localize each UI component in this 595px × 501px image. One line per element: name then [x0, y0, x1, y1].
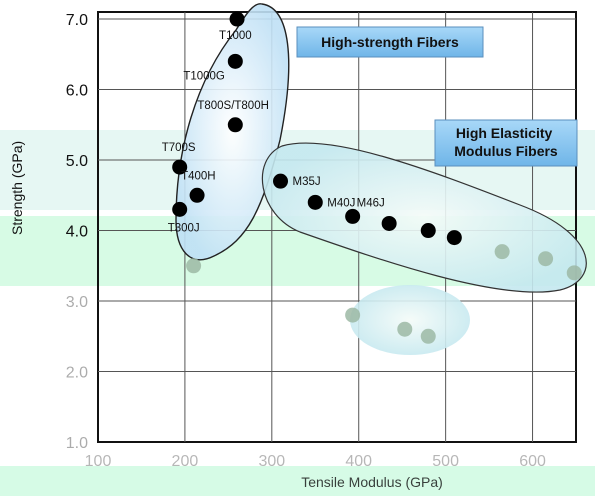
data-point	[227, 53, 243, 69]
point-label: T1000	[219, 30, 252, 42]
high-elasticity-line-1: High Elasticity	[456, 125, 553, 141]
high-strength-callout: High-strength Fibers	[296, 26, 484, 58]
tick-labels: 1.0 2.0 3.0 4.0 5.0 6.0 7.0 100 200 300 400 500 600	[66, 12, 546, 470]
low-strength-region	[350, 285, 470, 355]
data-point	[381, 215, 397, 231]
y-tick-label: 7.0	[66, 12, 88, 29]
data-point	[186, 258, 202, 274]
data-point	[566, 265, 582, 281]
point-label: T400H	[181, 170, 216, 182]
y-tick-label: 3.0	[66, 294, 88, 311]
data-points: T1000 T1000G T800S/T800H T700S T400H T300J M35…	[162, 11, 582, 344]
data-point	[189, 187, 205, 203]
x-tick-label: 500	[432, 453, 459, 470]
data-point	[420, 328, 436, 344]
high-strength-callout-box	[296, 26, 484, 58]
plot-area	[97, 11, 577, 443]
x-tick-label: 400	[345, 453, 372, 470]
y-tick-label: 1.0	[66, 435, 88, 452]
gridlines	[98, 12, 576, 442]
data-point	[420, 223, 436, 239]
point-label: M35J	[293, 176, 321, 188]
point-label: T300J	[168, 222, 200, 234]
data-point	[538, 251, 554, 267]
high-elasticity-callout-label: High Elasticity Modulus Fibers	[454, 125, 558, 159]
high-strength-callout-label: High-strength Fibers	[321, 34, 459, 50]
y-tick-label: 2.0	[66, 365, 88, 382]
data-point	[273, 173, 289, 189]
data-point	[494, 244, 510, 260]
plot-frame	[97, 11, 577, 443]
point-label: M40J	[327, 197, 355, 209]
y-axis-title: Strength (GPa)	[9, 141, 25, 235]
y-tick-label: 5.0	[66, 153, 88, 170]
data-point	[397, 321, 413, 337]
data-point	[307, 194, 323, 210]
point-label: M46J	[357, 197, 385, 209]
data-point	[345, 208, 361, 224]
data-point	[227, 117, 243, 133]
wash-band-bottom	[0, 466, 595, 496]
high-elasticity-callout-box	[434, 119, 578, 167]
data-point	[229, 11, 245, 27]
high-elasticity-callout: High Elasticity Modulus Fibers	[434, 119, 578, 167]
y-tick-label: 4.0	[66, 224, 88, 241]
point-label: T800S/T800H	[197, 100, 269, 112]
y-tick-label: 6.0	[66, 83, 88, 100]
x-tick-label: 600	[519, 453, 546, 470]
x-tick-label: 300	[258, 453, 285, 470]
data-point	[345, 307, 361, 323]
data-point	[446, 230, 462, 246]
x-tick-label: 200	[172, 453, 199, 470]
high-elasticity-line-2: Modulus Fibers	[454, 143, 558, 159]
x-tick-label: 100	[85, 453, 112, 470]
point-label: T700S	[162, 142, 196, 154]
x-axis-title: Tensile Modulus (GPa)	[301, 474, 443, 490]
point-label: T1000G	[183, 70, 225, 82]
data-point	[172, 201, 188, 217]
data-point	[172, 159, 188, 175]
